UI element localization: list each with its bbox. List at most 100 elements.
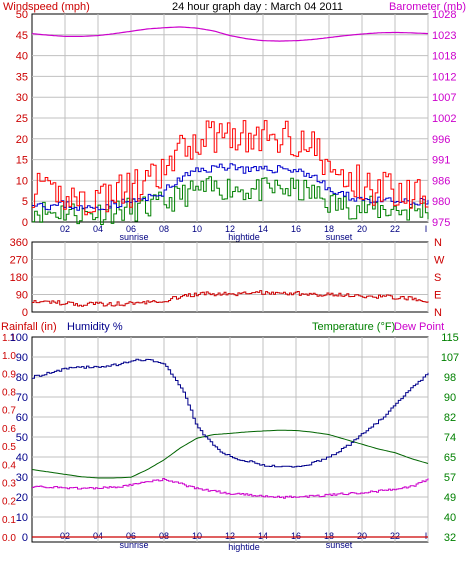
wind-ytick-30: 30 [16,92,28,104]
humidity-label: Humidity % [67,321,123,333]
rain-ytick-4: 0.4 [2,460,16,471]
humidity-ytick-80: 80 [16,372,28,384]
temperature-ytick-74: 74 [444,432,456,444]
temperature-ytick-40: 40 [444,512,456,524]
hightide-label-3: hightide [228,542,260,552]
wind-panel-series [31,26,429,225]
wind-ytick-0: 0 [22,217,28,229]
rain-ytick-10: 1.0 [2,351,16,362]
barometer-ytick-986: 986 [432,175,450,187]
climate-panel-ticks: 0.0 0.1 0.2 0.3 0.4 0.5 0.6 0.7 0.8 0.9 1.0 1.1 0 10 2… [2,332,459,544]
wind-xtick-I: I [425,224,428,234]
humidity-ytick-70: 70 [16,392,28,404]
humidity-ytick-0: 0 [22,532,28,544]
direction-ytick-360: 360 [10,237,28,249]
temperature-label: Temperature (°F) [312,321,395,333]
wind-xtick-06: 06 [126,224,136,234]
hightide-label-1: hightide [228,232,260,242]
barometer-ytick-1012: 1012 [432,71,456,83]
dewpoint-line [32,478,429,499]
climate-panel-series [31,358,429,538]
barometer-ytick-1018: 1018 [432,51,456,63]
wind-ytick-50: 50 [16,9,28,21]
rain-ytick-5: 0.5 [2,442,16,453]
climate-xtick-18: 18 [324,531,334,541]
direction-ytick-180: 180 [10,272,28,284]
rain-ytick-8: 0.8 [2,388,16,399]
wind-gust-line [32,120,429,216]
wind-xtick-08: 08 [159,224,169,234]
humidity-ytick-90: 90 [16,352,28,364]
humidity-ytick-40: 40 [16,452,28,464]
sunset-label-3: sunset [326,540,353,550]
climate-xtick-12: 12 [225,531,235,541]
direction-compass-3: E [434,290,441,302]
sunrise-label-1: sunrise [119,232,148,242]
direction-compass-2: S [434,272,441,284]
temperature-ytick-107: 107 [441,352,459,364]
wind-ytick-25: 25 [16,113,28,125]
wind-ytick-40: 40 [16,51,28,63]
wind-xtick-16: 16 [291,224,301,234]
temperature-ytick-115: 115 [441,332,459,344]
temperature-ytick-98: 98 [444,372,456,384]
climate-xtick-22: 22 [390,531,400,541]
temperature-ytick-32: 32 [444,532,456,544]
rain-ytick-0: 0.0 [2,533,16,544]
temperature-ytick-49: 49 [444,492,456,504]
barometer-ytick-1023: 1023 [432,30,456,42]
climate-xtick-20: 20 [357,531,367,541]
humidity-ytick-100: 100 [10,332,28,344]
barometer-ytick-1002: 1002 [432,113,456,125]
wind-ytick-45: 45 [16,30,28,42]
humidity-ytick-10: 10 [16,512,28,524]
wind-ytick-15: 15 [16,155,28,167]
rain-ytick-7: 0.7 [2,406,16,417]
dewpoint-label: Dew Point [394,321,444,333]
rain-ytick-9: 0.9 [2,369,16,380]
wind-ytick-20: 20 [16,134,28,146]
barometer-ytick-996: 996 [432,134,450,146]
barometer-ytick-991: 991 [432,155,450,167]
direction-panel-grid [32,242,429,312]
wind-xtick-12: 12 [225,224,235,234]
climate-panel-grid [32,337,429,542]
temperature-ytick-57: 57 [444,472,456,484]
humidity-ytick-30: 30 [16,472,28,484]
climate-xtick-I: I [425,531,428,541]
rain-ytick-11: 1.1 [2,333,16,344]
climate-xtick-10: 10 [192,531,202,541]
direction-panel-series [32,290,429,307]
climate-xtick-02: 02 [60,531,70,541]
humidity-ytick-20: 20 [16,492,28,504]
temperature-line [31,429,429,479]
rain-ytick-3: 0.3 [2,478,16,489]
climate-xtick-04: 04 [93,531,103,541]
barometer-line [31,26,429,42]
barometer-ytick-975: 975 [432,217,450,229]
rain-ytick-6: 0.6 [2,424,16,435]
direction-ytick-270: 270 [10,255,28,267]
wind-ytick-35: 35 [16,71,28,83]
sunset-label-1: sunset [326,232,353,242]
climate-xtick-08: 08 [159,531,169,541]
temperature-ytick-90: 90 [444,392,456,404]
wind-xtick-10: 10 [192,224,202,234]
sunrise-label-3: sunrise [119,540,148,550]
temperature-ytick-82: 82 [444,412,456,424]
chart-title: 24 hour graph day : March 04 2011 [172,1,343,13]
wind-direction-line [32,290,429,307]
wind-xtick-14: 14 [258,224,268,234]
wind-xtick-22: 22 [390,224,400,234]
rainfall-label: Rainfall (in) [1,321,57,333]
wind-panel-ticks: 0510152025303540455097598098699199610021… [16,9,457,234]
humidity-line [32,358,429,468]
wind-avg-line [32,163,429,211]
rain-ytick-2: 0.2 [2,497,16,508]
barometer-label: Barometer (mb) [389,1,466,13]
barometer-ytick-980: 980 [432,196,450,208]
direction-compass-4: N [434,307,442,319]
